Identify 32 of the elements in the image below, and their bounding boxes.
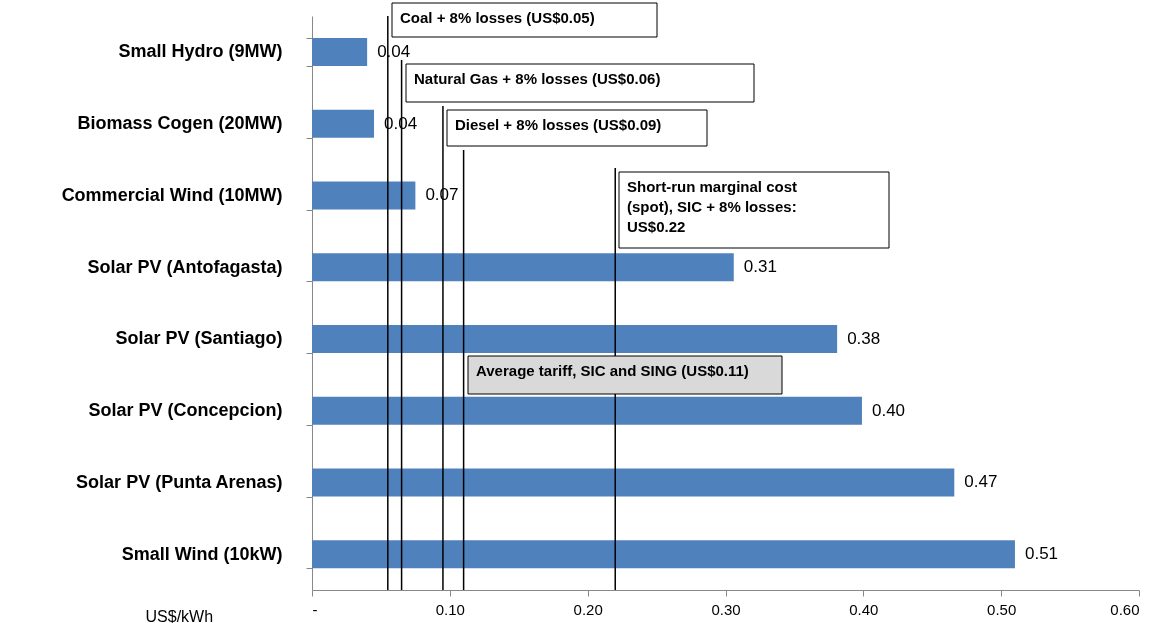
- ref-line-label: Diesel + 8% losses (US$0.09): [455, 116, 662, 133]
- y-tick-label: Biomass Cogen (20MW): [77, 113, 283, 134]
- bar: [312, 253, 734, 282]
- y-tick-label: Solar PV (Punta Arenas): [76, 471, 283, 492]
- x-tick-label: 0.30: [711, 600, 741, 618]
- data-label: 0.47: [964, 472, 998, 492]
- x-tick-label: 0.60: [1110, 600, 1140, 618]
- data-label: 0.31: [743, 257, 777, 277]
- x-tick-label: 0.10: [435, 600, 465, 618]
- bar: [312, 37, 368, 66]
- data-label: 0.38: [847, 328, 881, 348]
- bar: [312, 540, 1015, 569]
- x-axis-title: US$/kWh: [145, 607, 214, 623]
- x-tick-label: -: [312, 600, 318, 618]
- ref-line-label: Natural Gas + 8% losses (US$0.06): [414, 70, 661, 87]
- data-label: 0.51: [1024, 544, 1059, 564]
- bar: [312, 109, 375, 138]
- ref-line-label: Average tariff, SIC and SING (US$0.11): [476, 362, 749, 379]
- x-tick-label: 0.20: [573, 600, 603, 618]
- y-tick-label: Solar PV (Concepcion): [88, 400, 283, 421]
- ref-line-label: Short-run marginal cost (spot), SIC + 8% losses: US$0.22: [627, 178, 798, 235]
- ref-line-label: Coal + 8% losses (US$0.05): [400, 9, 595, 26]
- y-tick-label: Small Wind (10kW): [121, 543, 283, 564]
- x-tick-label: 0.40: [849, 600, 879, 618]
- bar: [312, 468, 955, 497]
- y-tick-label: Solar PV (Santiago): [115, 328, 283, 349]
- y-tick-label: Small Hydro (9MW): [118, 41, 283, 62]
- bar: [312, 181, 416, 210]
- y-tick-label: Solar PV (Antofagasta): [87, 256, 283, 277]
- y-tick-label: Commercial Wind (10MW): [61, 184, 283, 205]
- data-label: 0.40: [871, 400, 906, 420]
- x-tick-label: 0.50: [987, 600, 1017, 618]
